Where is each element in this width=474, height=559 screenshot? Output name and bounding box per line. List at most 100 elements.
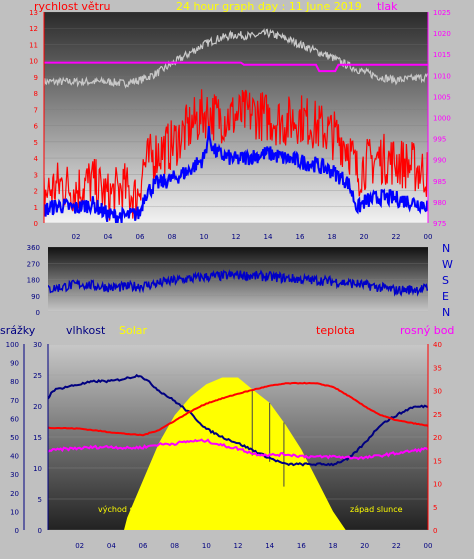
humidity-tick: 0 <box>38 527 42 535</box>
x-tick-bottom: 08 <box>170 542 179 550</box>
temperature-tick: 20 <box>433 434 442 442</box>
rain-tick: 40 <box>10 453 19 461</box>
temperature-series <box>48 381 428 437</box>
temperature-tick: 0 <box>433 527 437 535</box>
rain-tick: 80 <box>10 378 19 386</box>
humidity-tick: 10 <box>33 465 42 473</box>
temperature-tick: 25 <box>433 411 442 419</box>
direction-tick: 0 <box>36 309 40 317</box>
rain-tick: 100 <box>6 341 19 349</box>
temperature-tick: 40 <box>433 341 442 349</box>
x-tick-bottom: 02 <box>75 542 84 550</box>
wind-direction-series <box>48 268 428 297</box>
pressure-tick: 1010 <box>433 72 451 80</box>
pressure-tick: 1000 <box>433 115 451 123</box>
wind-average-series <box>44 126 428 223</box>
pressure-tick: 1005 <box>433 93 451 101</box>
legend-humidity: vlhkost <box>66 324 106 337</box>
humidity-tick: 15 <box>33 434 42 442</box>
x-tick-bottom: 14 <box>265 542 274 550</box>
wind-speed-tick: 1 <box>34 204 38 212</box>
temperature-tick: 15 <box>433 457 442 465</box>
rain-tick: 90 <box>10 360 19 368</box>
pressure-axis-label: tlak <box>377 0 398 13</box>
wind-speed-tick: 12 <box>29 25 38 33</box>
legend-rain: srážky <box>0 324 36 337</box>
x-tick-top: 22 <box>392 233 401 241</box>
sunrise-annotation: východ slunce <box>98 505 155 514</box>
pressure-series <box>44 61 428 73</box>
compass-label: W <box>442 258 453 271</box>
chart-title: 24 hour graph day : 11 June 2019 <box>176 0 362 13</box>
compass-label: N <box>442 306 450 319</box>
x-tick-bottom: 20 <box>360 542 369 550</box>
rain-tick: 0 <box>15 527 19 535</box>
compass-label: N <box>442 242 450 255</box>
wind-speed-axis-label: rychlost větru <box>34 0 110 13</box>
x-tick-top: 14 <box>264 233 273 241</box>
wind-speed-tick: 8 <box>34 90 38 98</box>
pressure-tick: 1020 <box>433 30 451 38</box>
x-tick-bottom: 16 <box>297 542 306 550</box>
legend-solar: Solar <box>119 324 148 337</box>
x-tick-top: 04 <box>104 233 113 241</box>
x-tick-bottom: 22 <box>392 542 401 550</box>
rain-tick: 20 <box>10 490 19 498</box>
rain-tick: 60 <box>10 415 19 423</box>
x-tick-bottom: 18 <box>329 542 338 550</box>
wind-max-series <box>44 28 428 89</box>
humidity-tick: 30 <box>33 341 42 349</box>
wind-speed-tick: 7 <box>34 106 38 114</box>
humidity-tick: 25 <box>33 372 42 380</box>
wind-speed-tick: 9 <box>34 74 38 82</box>
pressure-tick: 1015 <box>433 51 451 59</box>
rain-tick: 30 <box>10 471 19 479</box>
x-tick-top: 12 <box>232 233 241 241</box>
x-tick-bottom: 06 <box>139 542 148 550</box>
humidity-tick: 20 <box>33 403 42 411</box>
pressure-tick: 990 <box>433 157 446 165</box>
wind-speed-tick: 5 <box>34 139 38 147</box>
x-tick-top: 08 <box>168 233 177 241</box>
direction-tick: 90 <box>31 293 40 301</box>
x-tick-bottom: 04 <box>107 542 116 550</box>
direction-tick: 360 <box>27 244 40 252</box>
x-tick-top: 06 <box>136 233 145 241</box>
wind-speed-tick: 4 <box>34 155 39 163</box>
wind-speed-tick: 2 <box>34 188 38 196</box>
x-tick-top: 20 <box>360 233 369 241</box>
pressure-tick: 1025 <box>433 9 451 17</box>
legend-dewpoint: rosný bod <box>400 324 454 337</box>
rain-tick: 10 <box>10 508 19 516</box>
wind-speed-tick: 11 <box>29 41 38 49</box>
humidity-series <box>48 373 428 467</box>
wind-speed-tick: 13 <box>29 9 38 17</box>
x-tick-top: 18 <box>328 233 337 241</box>
wind-gust-series <box>44 89 428 221</box>
pressure-tick: 980 <box>433 199 446 207</box>
temperature-tick: 10 <box>433 481 442 489</box>
sunset-annotation: západ slunce <box>350 505 403 514</box>
solar-area <box>124 377 346 530</box>
x-tick-top: 02 <box>72 233 81 241</box>
wind-speed-tick: 3 <box>34 171 38 179</box>
x-tick-top: 10 <box>200 233 209 241</box>
wind-speed-tick: 6 <box>34 123 39 131</box>
x-tick-bottom: 12 <box>234 542 243 550</box>
wind-speed-tick: 10 <box>29 58 38 66</box>
dewpoint-series <box>48 438 428 461</box>
temperature-tick: 30 <box>433 388 442 396</box>
temperature-tick: 5 <box>433 504 437 512</box>
x-tick-bottom: 00 <box>424 542 433 550</box>
humidity-tick: 5 <box>38 496 42 504</box>
direction-tick: 180 <box>27 277 40 285</box>
direction-tick: 270 <box>27 260 40 268</box>
rain-tick: 50 <box>10 434 19 442</box>
pressure-tick: 995 <box>433 136 446 144</box>
temperature-tick: 35 <box>433 364 442 372</box>
x-tick-top: 00 <box>424 233 433 241</box>
compass-label: E <box>442 290 449 303</box>
legend-temperature: teplota <box>316 324 355 337</box>
